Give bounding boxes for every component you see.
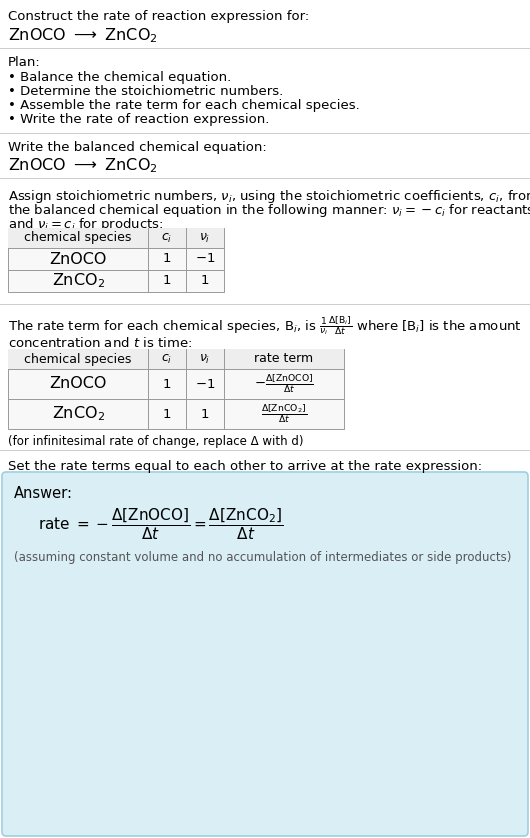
Text: Construct the rate of reaction expression for:: Construct the rate of reaction expressio…: [8, 10, 309, 23]
Text: • Balance the chemical equation.: • Balance the chemical equation.: [8, 71, 231, 84]
Text: rate $= -\dfrac{\Delta[\mathrm{ZnOCO}]}{\Delta t} = \dfrac{\Delta[\mathrm{ZnCO_2: rate $= -\dfrac{\Delta[\mathrm{ZnOCO}]}{…: [38, 506, 284, 542]
Text: $\nu_i$: $\nu_i$: [199, 231, 211, 245]
Text: Answer:: Answer:: [14, 486, 73, 501]
Text: 1: 1: [163, 407, 171, 421]
Text: $\nu_i$: $\nu_i$: [199, 353, 211, 365]
Text: Write the balanced chemical equation:: Write the balanced chemical equation:: [8, 141, 267, 154]
Text: the balanced chemical equation in the following manner: $\nu_i = -c_i$ for react: the balanced chemical equation in the fo…: [8, 202, 530, 219]
Text: and $\nu_i = c_i$ for products:: and $\nu_i = c_i$ for products:: [8, 216, 164, 233]
Text: ZnCO$_2$: ZnCO$_2$: [51, 272, 104, 290]
Bar: [8, 228, 224, 292]
Text: 1: 1: [163, 377, 171, 391]
Text: 1: 1: [201, 275, 209, 287]
Text: (assuming constant volume and no accumulation of intermediates or side products): (assuming constant volume and no accumul…: [14, 551, 511, 564]
Text: Assign stoichiometric numbers, $\nu_i$, using the stoichiometric coefficients, $: Assign stoichiometric numbers, $\nu_i$, …: [8, 188, 530, 205]
FancyBboxPatch shape: [2, 472, 528, 836]
Text: Plan:: Plan:: [8, 56, 41, 69]
Text: Set the rate terms equal to each other to arrive at the rate expression:: Set the rate terms equal to each other t…: [8, 460, 482, 473]
Text: $-1$: $-1$: [195, 252, 215, 266]
Text: • Write the rate of reaction expression.: • Write the rate of reaction expression.: [8, 113, 269, 126]
Text: $c_i$: $c_i$: [161, 231, 173, 245]
Text: The rate term for each chemical species, B$_i$, is $\frac{1}{\nu_i}\frac{\Delta[: The rate term for each chemical species,…: [8, 314, 522, 337]
Text: chemical species: chemical species: [24, 231, 131, 245]
Bar: [8, 228, 224, 248]
Text: 1: 1: [163, 275, 171, 287]
Text: (for infinitesimal rate of change, replace Δ with d): (for infinitesimal rate of change, repla…: [8, 435, 304, 448]
Text: $\frac{\Delta[\mathrm{ZnCO_2}]}{\Delta t}$: $\frac{\Delta[\mathrm{ZnCO_2}]}{\Delta t…: [261, 402, 307, 426]
Text: ZnOCO: ZnOCO: [49, 251, 107, 266]
Text: chemical species: chemical species: [24, 353, 131, 365]
Text: $-1$: $-1$: [195, 377, 215, 391]
Bar: [8, 349, 344, 429]
Text: ZnOCO $\longrightarrow$ ZnCO$_2$: ZnOCO $\longrightarrow$ ZnCO$_2$: [8, 26, 158, 44]
Text: 1: 1: [201, 407, 209, 421]
Bar: [8, 349, 344, 369]
Text: ZnOCO $\longrightarrow$ ZnCO$_2$: ZnOCO $\longrightarrow$ ZnCO$_2$: [8, 156, 158, 174]
Text: $c_i$: $c_i$: [161, 353, 173, 365]
Text: • Assemble the rate term for each chemical species.: • Assemble the rate term for each chemic…: [8, 99, 360, 112]
Text: rate term: rate term: [254, 353, 314, 365]
Text: • Determine the stoichiometric numbers.: • Determine the stoichiometric numbers.: [8, 85, 283, 98]
Text: $-\frac{\Delta[\mathrm{ZnOCO}]}{\Delta t}$: $-\frac{\Delta[\mathrm{ZnOCO}]}{\Delta t…: [254, 373, 314, 395]
Text: 1: 1: [163, 252, 171, 266]
Text: ZnCO$_2$: ZnCO$_2$: [51, 405, 104, 423]
Text: ZnOCO: ZnOCO: [49, 376, 107, 391]
Text: concentration and $t$ is time:: concentration and $t$ is time:: [8, 336, 192, 350]
